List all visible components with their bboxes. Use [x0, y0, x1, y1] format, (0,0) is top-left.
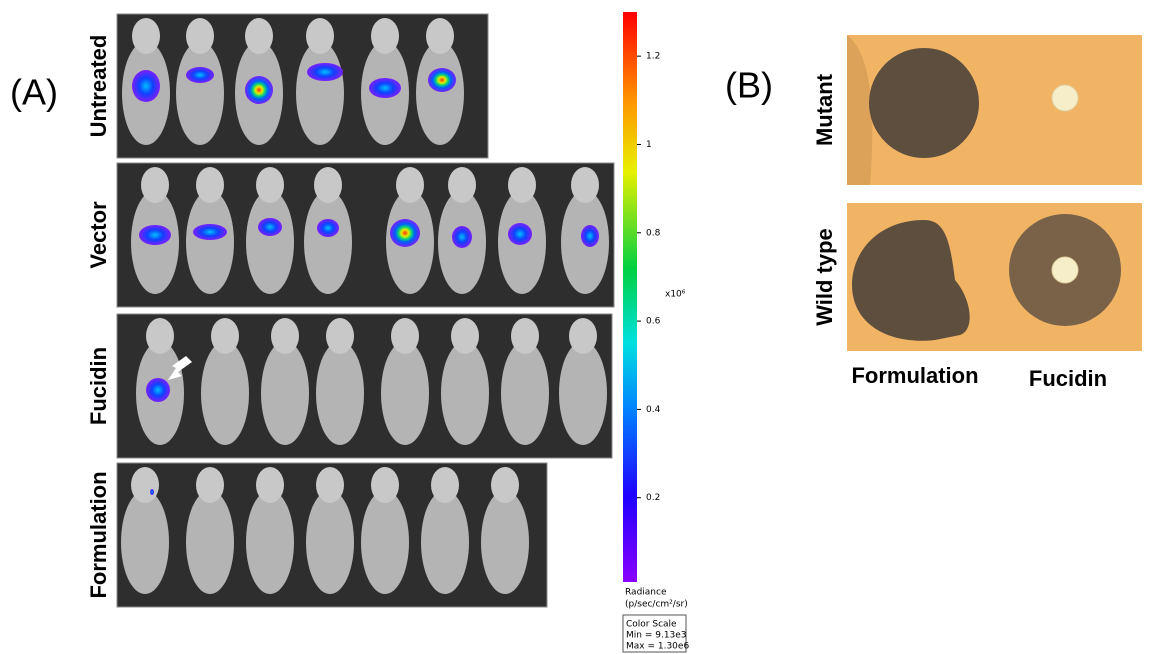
panel-label: (B) — [725, 65, 773, 106]
mouse-body — [186, 190, 234, 295]
signal — [369, 78, 401, 98]
mouse-head — [271, 318, 299, 354]
mouse-head — [396, 167, 424, 203]
mouse-body — [201, 341, 249, 446]
mouse-head — [256, 167, 284, 203]
mouse-body — [441, 341, 489, 446]
signal — [581, 225, 599, 247]
signal — [317, 219, 339, 237]
multiplier: x10⁶ — [665, 290, 686, 300]
mouse-head — [451, 318, 479, 354]
mouse-head — [569, 318, 597, 354]
signal — [258, 218, 282, 236]
mouse-head — [448, 167, 476, 203]
tick-label: 0.8 — [646, 228, 661, 238]
plate — [847, 203, 1142, 351]
color-bar — [623, 12, 637, 582]
mouse-head — [371, 467, 399, 503]
signal — [139, 225, 171, 245]
mouse-head — [146, 318, 174, 354]
color-bar-axis: 0.2 0.4 0.6 0.8 1 1.2 — [637, 52, 661, 503]
signal — [390, 219, 420, 247]
colorbar-title: Radiance — [625, 588, 667, 598]
signal — [193, 224, 227, 240]
signal — [132, 70, 160, 102]
tick-label: 1 — [646, 140, 652, 150]
signal — [146, 378, 170, 402]
mouse-body — [304, 190, 352, 295]
mouse-head — [141, 167, 169, 203]
mouse-body — [381, 341, 429, 446]
mouse-head — [316, 467, 344, 503]
tick-label: 0.2 — [646, 493, 660, 503]
column-label: Fucidin — [1029, 366, 1107, 391]
mouse-head — [391, 318, 419, 354]
mouse-head — [371, 18, 399, 54]
mouse-body — [481, 490, 529, 595]
imaging-panels: Untreated Vector Fucidin Formulation — [86, 13, 615, 608]
mouse-head — [491, 467, 519, 503]
mouse-head — [245, 18, 273, 54]
row-label: Mutant — [812, 73, 837, 146]
column-label: Formulation — [851, 363, 978, 388]
signal — [452, 226, 472, 248]
arrow — [168, 356, 192, 380]
mouse-body — [186, 490, 234, 595]
mouse-body — [306, 490, 354, 595]
scale-box-text: Min = 9.13e3 — [626, 631, 687, 641]
mouse-head — [186, 18, 214, 54]
plate — [847, 35, 1142, 185]
tick-label: 0.4 — [646, 405, 661, 415]
panel-label: (A) — [10, 72, 58, 113]
mouse-head — [256, 467, 284, 503]
mouse-body — [246, 490, 294, 595]
mouse-body — [176, 41, 224, 146]
mouse-head — [511, 318, 539, 354]
mouse-body — [361, 490, 409, 595]
mouse-body — [421, 490, 469, 595]
row-label: Formulation — [86, 471, 111, 598]
mouse-head — [196, 467, 224, 503]
row-label: Untreated — [86, 35, 111, 138]
row-label: Wild type — [812, 228, 837, 326]
mouse-head — [196, 167, 224, 203]
mouse-head — [306, 18, 334, 54]
mouse-body — [261, 341, 309, 446]
mouse-body — [501, 341, 549, 446]
scale-box-text: Color Scale — [626, 620, 677, 630]
mouse-head — [132, 18, 160, 54]
mouse-body — [416, 41, 464, 146]
signal — [150, 489, 154, 495]
colorbar-title: (p/sec/cm²/sr) — [625, 600, 688, 610]
mouse-body — [121, 490, 169, 595]
mouse-body — [296, 41, 344, 146]
mouse-body — [246, 190, 294, 295]
scale-box-text: Max = 1.30e6 — [626, 642, 689, 652]
row-label: Fucidin — [86, 347, 111, 425]
row-label: Vector — [86, 201, 111, 269]
mouse-head — [508, 167, 536, 203]
signal — [245, 76, 273, 104]
mouse-head — [211, 318, 239, 354]
mouse-head — [326, 318, 354, 354]
signal — [428, 68, 456, 92]
mouse-body — [316, 341, 364, 446]
mouse-body — [559, 341, 607, 446]
mouse-head — [426, 18, 454, 54]
signal — [186, 67, 214, 83]
mouse-head — [131, 467, 159, 503]
scale-box — [622, 614, 687, 653]
signal — [307, 63, 343, 81]
tick-label: 0.6 — [646, 317, 661, 327]
mouse-head — [314, 167, 342, 203]
signal — [508, 223, 532, 245]
tick-label: 1.2 — [646, 52, 660, 62]
mouse-head — [431, 467, 459, 503]
mouse-head — [571, 167, 599, 203]
